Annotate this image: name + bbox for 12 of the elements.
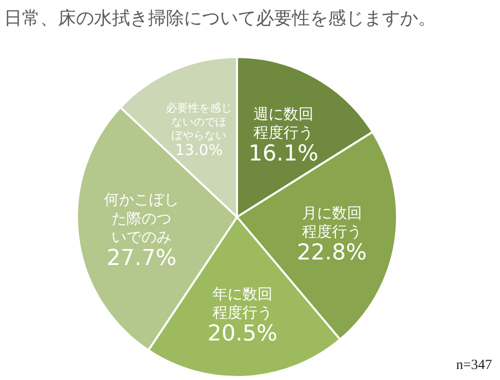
chart-title: 日常、床の水拭き掃除について必要性を感じますか。 bbox=[4, 7, 436, 30]
data-label: 27.7% bbox=[106, 246, 177, 272]
data-label: 20.5% bbox=[207, 322, 278, 347]
slice-label: 必要性を感じないのでほぼやらない bbox=[166, 102, 232, 142]
data-label: 22.8% bbox=[296, 240, 367, 266]
slice-label: 何かこぼした際のついでのみ bbox=[104, 190, 180, 246]
slice-label: 年に数回程度行う bbox=[212, 284, 272, 322]
data-label: 16.1% bbox=[248, 142, 318, 167]
slice-label: 週に数回程度行う bbox=[253, 104, 314, 142]
data-label: 13.0% bbox=[175, 141, 223, 160]
text: n=347 bbox=[456, 358, 492, 374]
slice-label: 月に数回程度行う bbox=[302, 204, 362, 241]
